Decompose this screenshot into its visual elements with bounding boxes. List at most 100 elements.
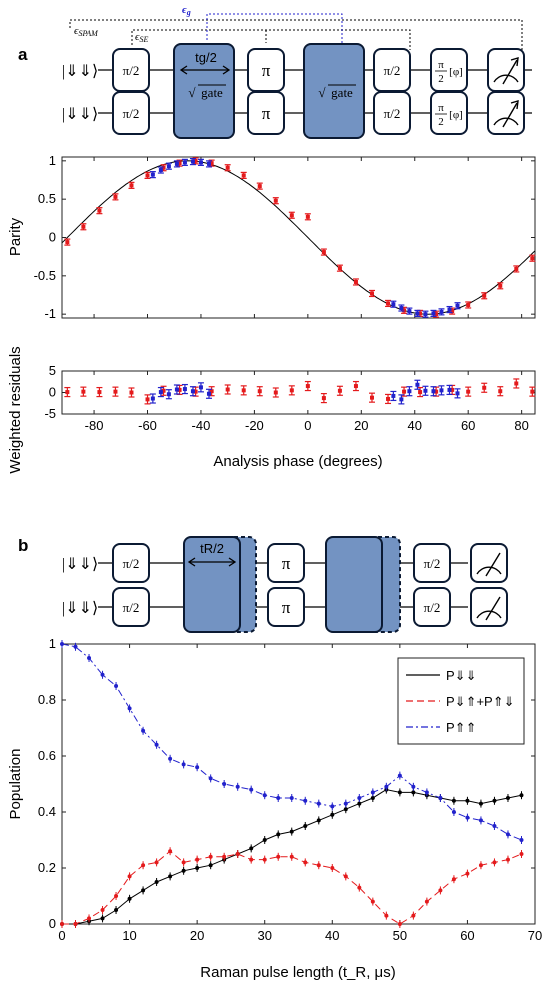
data-point <box>316 801 321 806</box>
data-point <box>343 874 348 879</box>
data-point <box>384 913 389 918</box>
ket-label: |⇓⇓⟩ <box>62 106 98 123</box>
data-point <box>60 922 64 926</box>
y-tick-label: -5 <box>44 406 56 421</box>
data-point <box>73 644 78 649</box>
pi-half-label: π/2 <box>384 106 401 121</box>
y-tick-label: 0 <box>49 385 56 400</box>
data-point <box>289 829 294 834</box>
data-point <box>97 208 102 213</box>
data-point <box>209 389 214 394</box>
data-point <box>451 877 456 882</box>
data-point <box>482 385 487 390</box>
data-point <box>423 312 428 317</box>
data-point <box>369 395 374 400</box>
data-point <box>450 387 455 392</box>
meter-needle-icon <box>485 552 501 577</box>
pi-half-label: π/2 <box>123 63 140 78</box>
data-point <box>514 381 519 386</box>
data-point <box>415 382 420 387</box>
data-point <box>193 158 198 163</box>
data-point <box>81 224 86 229</box>
data-point <box>399 306 404 311</box>
data-point <box>150 396 155 401</box>
data-point <box>439 388 444 393</box>
data-point <box>514 266 519 271</box>
data-point <box>195 866 200 870</box>
data-point <box>276 832 281 837</box>
data-point <box>181 860 186 865</box>
y-axis-label: Parity <box>7 217 24 256</box>
x-tick-label: 80 <box>514 418 528 433</box>
y-tick-label: 1 <box>49 153 56 168</box>
data-point <box>168 756 173 761</box>
pi-half-label: π/2 <box>123 556 140 571</box>
data-point <box>384 784 389 789</box>
error-bracket-se <box>131 29 411 50</box>
legend-entry: P⇓⇑+P⇑⇓ <box>446 694 515 709</box>
x-tick-label: 30 <box>257 928 271 943</box>
meter-needle-icon <box>502 59 518 85</box>
raman-gate-1 <box>183 536 241 633</box>
pi-label: π <box>262 104 271 123</box>
data-point <box>141 863 146 868</box>
population-plot: 0 10 20 30 40 50 60 70 0 0.2 0.4 0.6 0.8 1 Population R… <box>7 636 542 981</box>
meter-icon <box>493 74 519 83</box>
data-point <box>418 311 423 316</box>
tg-arrowheads <box>179 65 231 75</box>
data-point <box>87 656 92 660</box>
y-tick-label: -0.5 <box>34 268 56 283</box>
x-tick-label: 20 <box>354 418 368 433</box>
data-point <box>174 161 179 166</box>
data-point <box>65 390 70 395</box>
data-point <box>447 307 452 312</box>
data-point <box>402 389 407 394</box>
data-point <box>276 854 281 859</box>
data-point <box>447 387 452 392</box>
data-point <box>330 866 335 870</box>
pi-label: π <box>282 554 291 573</box>
data-point <box>423 388 428 393</box>
data-point <box>530 256 535 261</box>
data-point <box>424 899 429 904</box>
legend-entry: P⇑⇑ <box>446 720 476 735</box>
data-point <box>357 801 362 806</box>
data-point <box>303 824 308 828</box>
sqrt-gate-label: gate <box>201 85 223 100</box>
data-point <box>87 916 92 921</box>
data-point <box>418 390 423 395</box>
ket-label: |⇓⇓⟩ <box>62 63 98 80</box>
residuals-plot: -80 -60 -40 -20 0 20 40 60 80 -5 0 5 Weighted residu… <box>7 346 536 474</box>
data-point <box>407 389 412 394</box>
data-point <box>141 728 146 733</box>
data-point <box>478 863 483 868</box>
data-point <box>321 250 326 255</box>
data-point <box>168 849 173 854</box>
data-point <box>129 183 134 188</box>
pi-half-gate <box>373 91 411 135</box>
data-point <box>113 194 118 199</box>
data-point <box>451 810 456 814</box>
data-point <box>193 389 198 394</box>
phase-frac-num: π <box>438 102 444 114</box>
x-tick-label: 10 <box>122 928 136 943</box>
data-point <box>303 798 308 803</box>
data-point <box>519 793 524 798</box>
meter-icon <box>476 566 502 575</box>
data-point <box>209 161 214 166</box>
data-point <box>145 397 150 402</box>
data-point <box>415 311 420 316</box>
pi-gate <box>247 91 285 135</box>
data-point <box>330 812 335 817</box>
data-point <box>411 784 416 789</box>
data-point <box>190 159 195 164</box>
x-tick-label: 40 <box>408 418 422 433</box>
meter-icon <box>493 117 519 126</box>
data-point <box>402 308 407 313</box>
data-point <box>465 871 470 876</box>
data-point <box>431 311 436 316</box>
pi-half-gate <box>112 543 150 583</box>
data-point <box>161 388 166 393</box>
data-point <box>208 854 213 859</box>
